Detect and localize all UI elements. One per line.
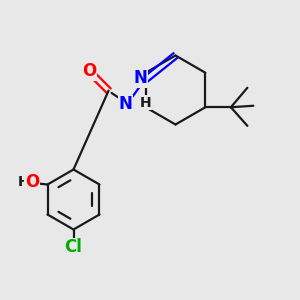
Text: Cl: Cl [64,238,82,256]
Text: N: N [118,95,132,113]
Text: O: O [25,173,39,191]
Text: H: H [140,96,151,110]
Text: N: N [133,69,147,87]
Text: H: H [17,175,29,189]
Text: O: O [82,62,97,80]
